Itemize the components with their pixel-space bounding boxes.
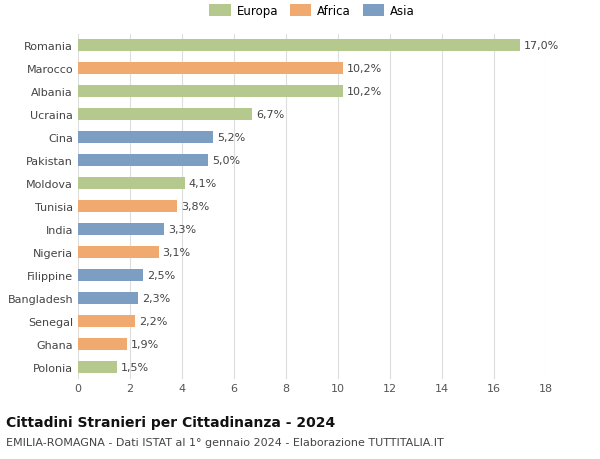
Bar (78, 62, 343, 75)
Bar (78, 200, 177, 213)
Bar (78, 177, 185, 190)
Bar (78, 246, 158, 259)
Bar (78, 131, 213, 144)
Bar (78, 315, 135, 328)
Text: 5,2%: 5,2% (217, 133, 245, 143)
Text: EMILIA-ROMAGNA - Dati ISTAT al 1° gennaio 2024 - Elaborazione TUTTITALIA.IT: EMILIA-ROMAGNA - Dati ISTAT al 1° gennai… (6, 437, 444, 447)
Text: 1,5%: 1,5% (121, 362, 149, 372)
Text: 6,7%: 6,7% (256, 110, 284, 120)
Bar (78, 39, 520, 52)
Bar (78, 154, 208, 167)
Bar (78, 269, 143, 282)
Text: 5,0%: 5,0% (212, 156, 240, 166)
Text: Cittadini Stranieri per Cittadinanza - 2024: Cittadini Stranieri per Cittadinanza - 2… (6, 415, 335, 429)
Text: 10,2%: 10,2% (347, 87, 382, 97)
Text: 3,8%: 3,8% (181, 202, 209, 212)
Text: 3,1%: 3,1% (163, 247, 191, 257)
Text: 3,3%: 3,3% (168, 224, 196, 235)
Text: 2,2%: 2,2% (139, 316, 167, 326)
Legend: Europa, Africa, Asia: Europa, Africa, Asia (206, 1, 418, 22)
Text: 2,5%: 2,5% (147, 270, 175, 280)
Bar (78, 108, 252, 121)
Text: 2,3%: 2,3% (142, 293, 170, 303)
Bar (78, 361, 117, 374)
Text: 10,2%: 10,2% (347, 64, 382, 74)
Text: 4,1%: 4,1% (188, 179, 217, 189)
Bar (78, 292, 138, 305)
Text: 1,9%: 1,9% (131, 339, 160, 349)
Bar (78, 338, 127, 351)
Bar (78, 223, 164, 236)
Text: 17,0%: 17,0% (524, 41, 559, 51)
Bar (78, 85, 343, 98)
